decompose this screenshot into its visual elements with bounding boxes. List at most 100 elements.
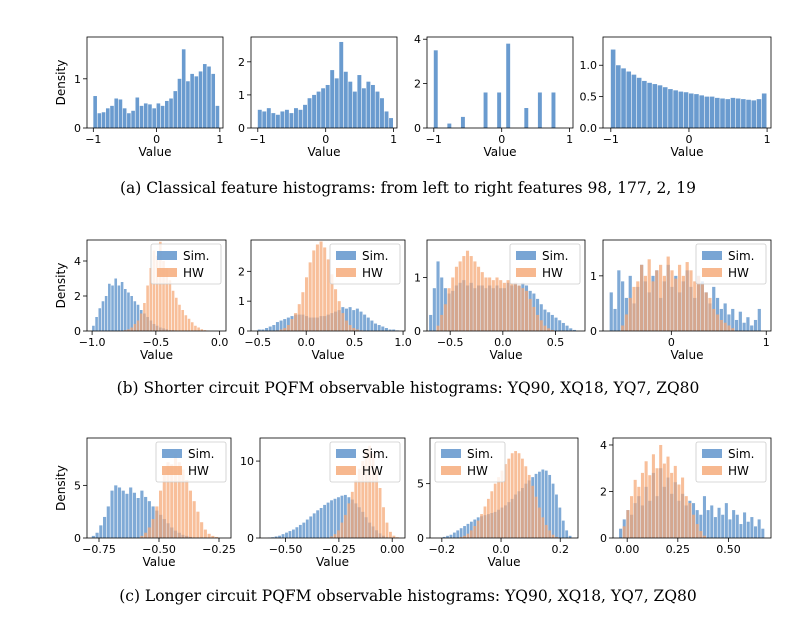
histogram-bar-hw [700, 284, 704, 331]
histogram-bar-sim [123, 289, 127, 331]
caption-a: (a) Classical feature histograms: from l… [120, 179, 696, 197]
histogram-bar-sim [668, 89, 673, 128]
histogram-bar-sim [194, 76, 199, 128]
x-axis-label: Value [671, 145, 704, 159]
histogram-bar-hw [136, 320, 140, 331]
histogram-bar-sim [257, 329, 261, 331]
histogram-bar-sim [303, 104, 307, 128]
y-tick-label: 1 [238, 295, 245, 308]
histogram-bar-sim [732, 510, 736, 538]
legend-swatch-hw [441, 466, 461, 475]
histogram-bar-sim [547, 312, 551, 331]
histogram-bar-hw [715, 314, 720, 331]
histogram-bar-sim [118, 99, 123, 128]
histogram-bar-sim [551, 483, 555, 538]
histogram-bar-hw [643, 275, 648, 331]
histogram-bar-hw [628, 297, 632, 331]
histogram-bar-hw [130, 327, 133, 331]
histogram-bar-hw [521, 288, 525, 331]
histogram-bar-sim [466, 523, 470, 538]
bars [257, 241, 399, 331]
histogram-bar-hw [333, 534, 337, 538]
histogram-bar-hw [354, 480, 358, 538]
histogram-bar-hw [673, 465, 677, 538]
histogram-bar-hw [368, 445, 372, 538]
histogram-bar-hw [495, 277, 499, 331]
histogram-bar-sim [621, 68, 626, 128]
histogram-bar-hw [330, 536, 333, 538]
histogram-bar-hw [283, 328, 287, 331]
bars [610, 49, 767, 128]
histogram-bar-sim [366, 317, 370, 331]
histogram-bar-sim [294, 108, 298, 128]
histogram-bar-hw [666, 256, 670, 331]
y-tick-label: 1 [590, 270, 597, 283]
histogram-bar-hw [170, 464, 174, 538]
x-tick-label: −1 [85, 133, 101, 146]
legend-label-sim: Sim. [183, 249, 209, 263]
histogram-bar-sim [750, 517, 754, 538]
histogram-bar-hw [684, 496, 688, 538]
histogram-bar-sim [148, 104, 152, 128]
legend-label-sim: Sim. [362, 249, 388, 263]
x-tick-label: 0.0 [494, 336, 512, 349]
legend-swatch-sim [702, 449, 722, 458]
histogram-bar-sim [746, 317, 750, 331]
histogram-bar-hw [436, 325, 440, 331]
histogram-bar-sim [572, 329, 576, 331]
histogram-bar-hw [343, 514, 347, 538]
x-tick-label: 0.25 [666, 543, 691, 556]
x-axis-label: Value [139, 145, 172, 159]
y-tick-label: 0 [238, 122, 245, 135]
histogram-bar-hw [389, 531, 392, 538]
y-tick-label: 10 [240, 455, 254, 468]
y-tick-label: 1 [238, 89, 245, 102]
histogram-bar-sim [106, 506, 110, 538]
histogram-bar-sim [114, 485, 118, 538]
x-tick-label: 1 [566, 133, 573, 146]
histogram-bar-sim [497, 92, 502, 128]
histogram-bar-hw [462, 256, 466, 331]
legend-label-hw: HW [728, 266, 749, 280]
histogram-bar-hw [159, 241, 162, 331]
histogram-bar-sim [125, 493, 129, 538]
axes-frame [612, 437, 772, 539]
histogram-bar-sim [127, 113, 131, 128]
histogram-bar-hw [550, 329, 554, 331]
histogram-bar-hw [666, 456, 670, 538]
legend-label-sim: Sim. [728, 249, 754, 263]
y-tick-label: 2 [414, 78, 421, 91]
histogram-bar-sim [181, 49, 186, 128]
y-tick-label: 2 [238, 56, 245, 69]
histogram-bar-hw [469, 530, 473, 538]
histogram-bar-hw [695, 524, 699, 538]
histogram-bar-hw [344, 320, 348, 331]
histogram-bar-sim [283, 319, 287, 331]
histogram-bar-sim [469, 521, 473, 538]
legend-label-sim: Sim. [188, 447, 214, 461]
y-tick-label: 0 [74, 532, 81, 545]
histogram-bar-sim [316, 510, 320, 538]
histogram-bar-sim [741, 99, 746, 128]
histogram-bar-sim [298, 109, 303, 128]
legend-label-sim: Sim. [542, 249, 568, 263]
histogram-bar-sim [544, 470, 548, 538]
histogram-bar-sim [156, 103, 161, 128]
axes-frame [86, 36, 224, 129]
histogram-bar-sim [319, 508, 323, 538]
histogram-bar-hw [543, 325, 547, 331]
histogram-bar-sim [111, 285, 114, 331]
histogram-bar-sim [93, 96, 97, 128]
histogram-bar-hw [483, 506, 487, 538]
histogram-bar-sim [695, 510, 699, 538]
legend: Sim. HW [434, 441, 506, 483]
histogram-bar-sim [381, 326, 385, 331]
histogram-bar-sim [539, 304, 543, 331]
histogram-bar-sim [753, 526, 758, 538]
histogram-bar-sim [619, 528, 623, 538]
histogram-bar-sim [279, 320, 283, 331]
histogram-bar-sim [152, 108, 156, 128]
histogram-bar-hw [326, 259, 330, 331]
legend-swatch-sim [441, 449, 461, 458]
